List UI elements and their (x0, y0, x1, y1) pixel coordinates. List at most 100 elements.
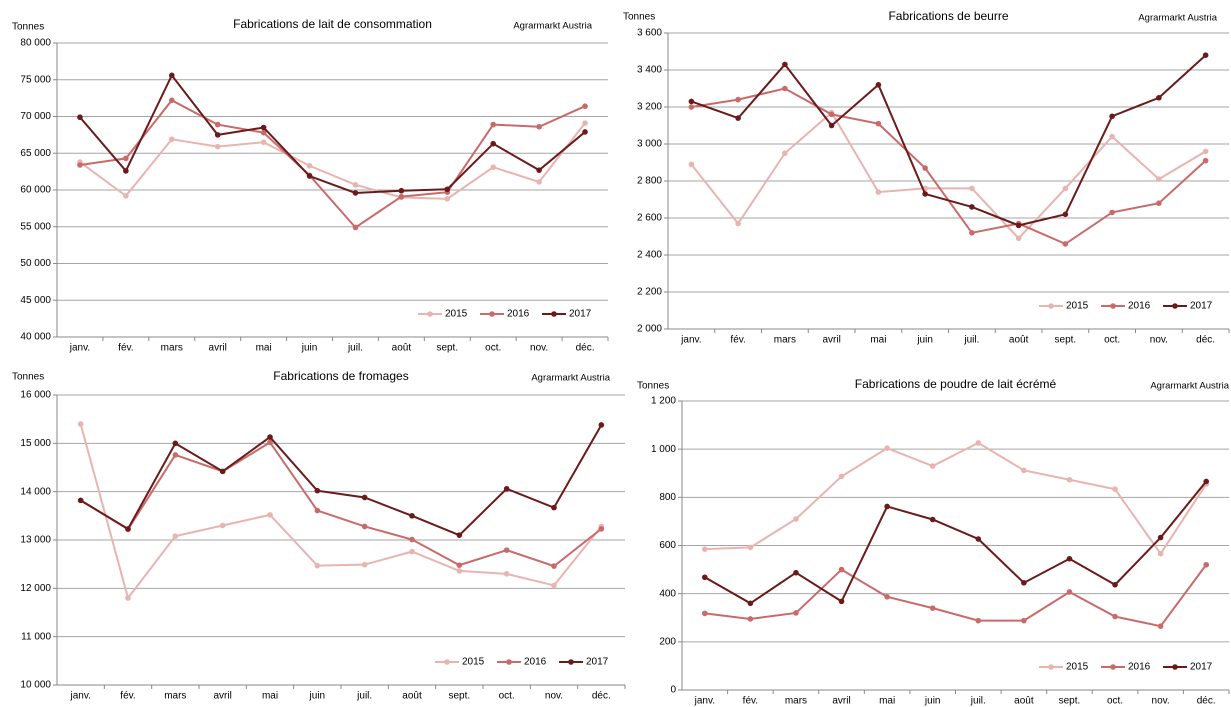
x-tick-label: sept. (1059, 696, 1081, 707)
x-tick-label: juin (924, 696, 941, 707)
x-tick-label: juin (301, 343, 318, 354)
data-point (77, 162, 83, 168)
data-point (77, 421, 84, 427)
data-point (582, 103, 588, 110)
legend-label: 2015 (462, 657, 485, 668)
y-tick-label: 3 400 (637, 65, 662, 76)
y-axis-label: Tonnes (12, 22, 44, 33)
x-tick-label: sept. (448, 691, 470, 702)
data-point (409, 513, 415, 519)
x-tick-label: déc. (592, 691, 611, 702)
chart-panel: Fabrications de lait de consommation Tonn… (12, 17, 609, 354)
chart-panel: Fabrications de beurre Tonnes Agrarmarkt A… (623, 9, 1230, 346)
y-tick-label: 400 (659, 588, 676, 599)
x-tick-label: avril (822, 335, 840, 346)
data-point (219, 468, 226, 475)
y-tick-label: 1 200 (651, 396, 676, 407)
y-axis-label: Tonnes (637, 381, 669, 392)
data-point (1202, 148, 1209, 155)
data-point (219, 522, 226, 529)
legend-label: 2017 (1190, 662, 1213, 673)
data-point (975, 617, 982, 624)
y-tick-label: 13 000 (20, 535, 51, 546)
data-point (456, 532, 463, 538)
y-tick-label: 65 000 (20, 148, 51, 159)
series-line (79, 122, 586, 200)
y-tick-label: 2 200 (637, 287, 662, 298)
x-tick-label: mars (774, 335, 796, 346)
data-point (551, 563, 557, 569)
y-tick-label: 800 (659, 492, 676, 503)
y-tick-label: 200 (659, 636, 676, 647)
data-point (1112, 581, 1118, 588)
y-tick-label: 2 400 (637, 250, 662, 261)
data-point (1202, 157, 1209, 164)
x-tick-label: déc. (576, 343, 595, 354)
y-tick-label: 14 000 (20, 486, 51, 497)
x-tick-label: janv. (680, 335, 701, 346)
x-tick-label: mai (870, 335, 886, 346)
data-point (1021, 467, 1027, 474)
y-tick-label: 2 000 (637, 324, 662, 335)
source-label: Agrarmarkt Austria (1150, 381, 1229, 392)
data-point (875, 120, 882, 127)
data-point (884, 593, 890, 600)
data-point (1157, 623, 1164, 629)
y-tick-label: 10 000 (20, 680, 51, 691)
data-point (782, 61, 788, 68)
data-point (701, 610, 708, 617)
data-point (1202, 52, 1209, 58)
data-point (1203, 478, 1210, 485)
series-line (704, 480, 1207, 605)
data-point (975, 440, 982, 446)
data-point (172, 452, 179, 458)
data-point (969, 185, 975, 192)
data-point (1015, 235, 1022, 242)
data-point (503, 547, 510, 553)
data-point (1066, 476, 1073, 483)
x-tick-label: mars (161, 343, 183, 354)
data-point (747, 544, 754, 551)
data-point (398, 193, 405, 200)
chart-title: Fabrications de beurre (888, 9, 1008, 23)
legend-marker (1048, 303, 1054, 309)
y-axis-label: Tonnes (12, 372, 44, 383)
data-point (1015, 222, 1022, 229)
data-point (793, 569, 799, 576)
legend-label: 2017 (1190, 301, 1213, 312)
data-point (922, 165, 928, 171)
legend-marker (1048, 664, 1054, 670)
data-point (1112, 613, 1118, 620)
data-point (267, 434, 273, 440)
x-tick-label: sept. (1055, 335, 1077, 346)
x-tick-label: août (392, 343, 412, 354)
y-tick-label: 16 000 (20, 390, 51, 401)
data-point (1021, 580, 1027, 586)
data-point (352, 190, 359, 196)
chart-panel: Fabrications de fromages Tonnes Agrarmarkt… (12, 369, 626, 702)
data-point (267, 439, 273, 446)
y-axis-label: Tonnes (623, 12, 655, 23)
data-point (828, 122, 835, 129)
data-point (1109, 133, 1115, 140)
x-tick-label: mai (879, 696, 895, 707)
x-tick-label: nov. (1150, 335, 1168, 346)
data-point (598, 526, 605, 532)
data-point (409, 536, 415, 543)
legend-marker (427, 311, 433, 317)
legend-marker (568, 659, 574, 665)
x-tick-label: oct. (1104, 335, 1120, 346)
data-point (306, 162, 313, 169)
chart-panel: Fabrications de poudre de lait écrémé Ton… (637, 377, 1230, 706)
series-line (79, 423, 603, 601)
legend-label: 2017 (586, 657, 609, 668)
data-point (1156, 200, 1162, 206)
data-point (688, 98, 695, 105)
data-point (969, 230, 975, 236)
data-point (123, 168, 129, 174)
x-tick-label: mars (164, 691, 186, 702)
legend-marker (444, 659, 450, 665)
data-point (352, 182, 359, 188)
data-point (536, 179, 542, 185)
